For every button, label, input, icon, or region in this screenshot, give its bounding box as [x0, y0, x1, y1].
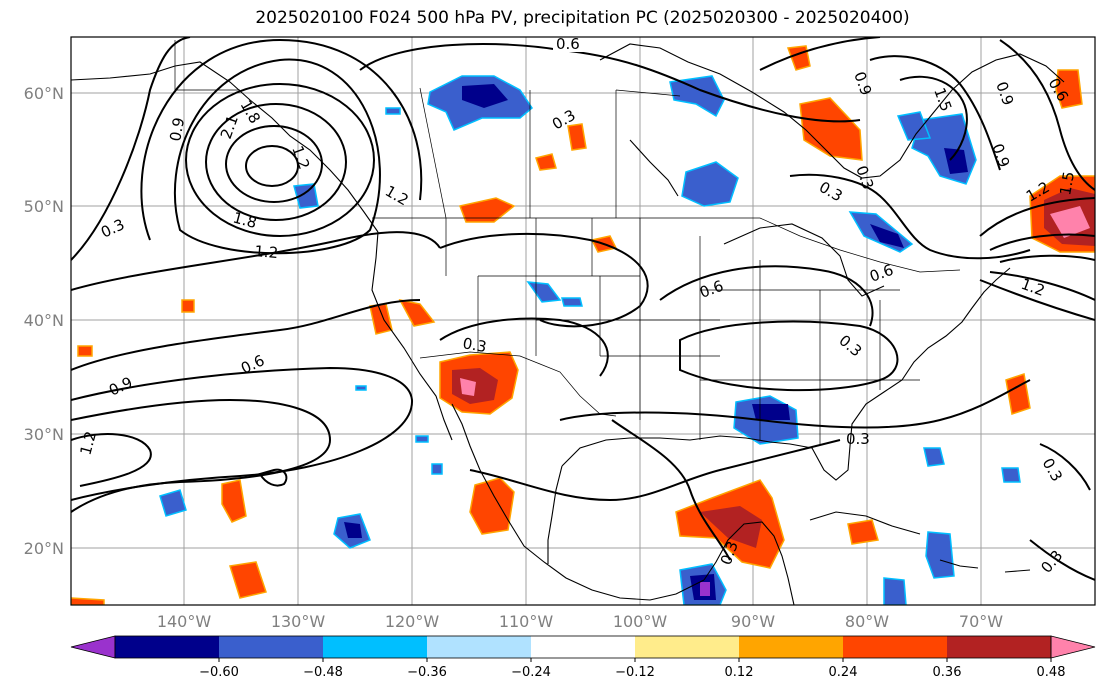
- colorbar-swatch: [947, 636, 1052, 658]
- lon-label: 70°W: [959, 612, 1003, 631]
- lon-label: 120°W: [385, 612, 440, 631]
- colorbar-swatch: [635, 636, 740, 658]
- contour-label: 1.8: [231, 208, 259, 232]
- contour-label: 0.3: [461, 334, 488, 356]
- colorbar-tick-label: −0.12: [615, 665, 655, 680]
- colorbar-tick-label: 0.24: [829, 665, 858, 680]
- contour-label: 1.2: [76, 429, 100, 457]
- colorbar-tick-label: −0.24: [511, 665, 551, 680]
- colorbar-swatch: [219, 636, 324, 658]
- map-border: [70, 36, 1096, 606]
- precip-anomaly-fill: [71, 45, 1095, 605]
- colorbar-extend-high: [1050, 635, 1096, 659]
- map-title: 2025020100 F024 500 hPa PV, precipitatio…: [255, 8, 910, 28]
- lon-label: 100°W: [613, 612, 668, 631]
- lat-label: 30°N: [24, 425, 64, 444]
- colorbar-swatch: [115, 636, 220, 658]
- colorbar-swatch: [739, 636, 844, 658]
- colorbar-swatch: [531, 636, 636, 658]
- lon-label: 110°W: [499, 612, 554, 631]
- political-borders: [174, 40, 961, 444]
- lat-label: 40°N: [24, 311, 64, 330]
- colorbar-frame: [114, 635, 1052, 659]
- colorbar-tick-label: −0.36: [407, 665, 447, 680]
- colorbar-tick-label: −0.48: [303, 665, 343, 680]
- longitude-labels: 140°W 130°W 120°W 110°W 100°W 90°W 80°W …: [157, 612, 1003, 631]
- lon-label: 80°W: [845, 612, 889, 631]
- latitude-labels: 60°N 50°N 40°N 30°N 20°N: [24, 84, 64, 558]
- contour-label: 0.6: [556, 35, 580, 53]
- lon-label: 130°W: [271, 612, 326, 631]
- colorbar-tick-label: 0.48: [1037, 665, 1066, 680]
- contour-label: 0.3: [846, 430, 870, 448]
- colorbar-extend-low: [70, 635, 116, 659]
- colorbar: −0.60 −0.48 −0.36 −0.24 −0.12 0.12 0.24 0.36 0.4…: [70, 635, 1096, 680]
- colorbar-swatch: [427, 636, 532, 658]
- colorbar-tick-label: 0.36: [933, 665, 962, 680]
- lat-label: 60°N: [24, 84, 64, 103]
- contour-label: 1.5: [1056, 170, 1078, 197]
- colorbar-tick-label: 0.12: [725, 665, 754, 680]
- lon-label: 90°W: [731, 612, 775, 631]
- pv-contours: [71, 37, 1095, 581]
- lat-label: 20°N: [24, 539, 64, 558]
- contour-label: 1.2: [254, 242, 279, 262]
- colorbar-swatch: [323, 636, 428, 658]
- lon-label: 140°W: [157, 612, 212, 631]
- colorbar-swatch: [843, 636, 948, 658]
- gridlines: [71, 37, 1095, 605]
- lat-label: 50°N: [24, 197, 64, 216]
- contour-label: 0.9: [166, 116, 188, 143]
- colorbar-tick-label: −0.60: [199, 665, 239, 680]
